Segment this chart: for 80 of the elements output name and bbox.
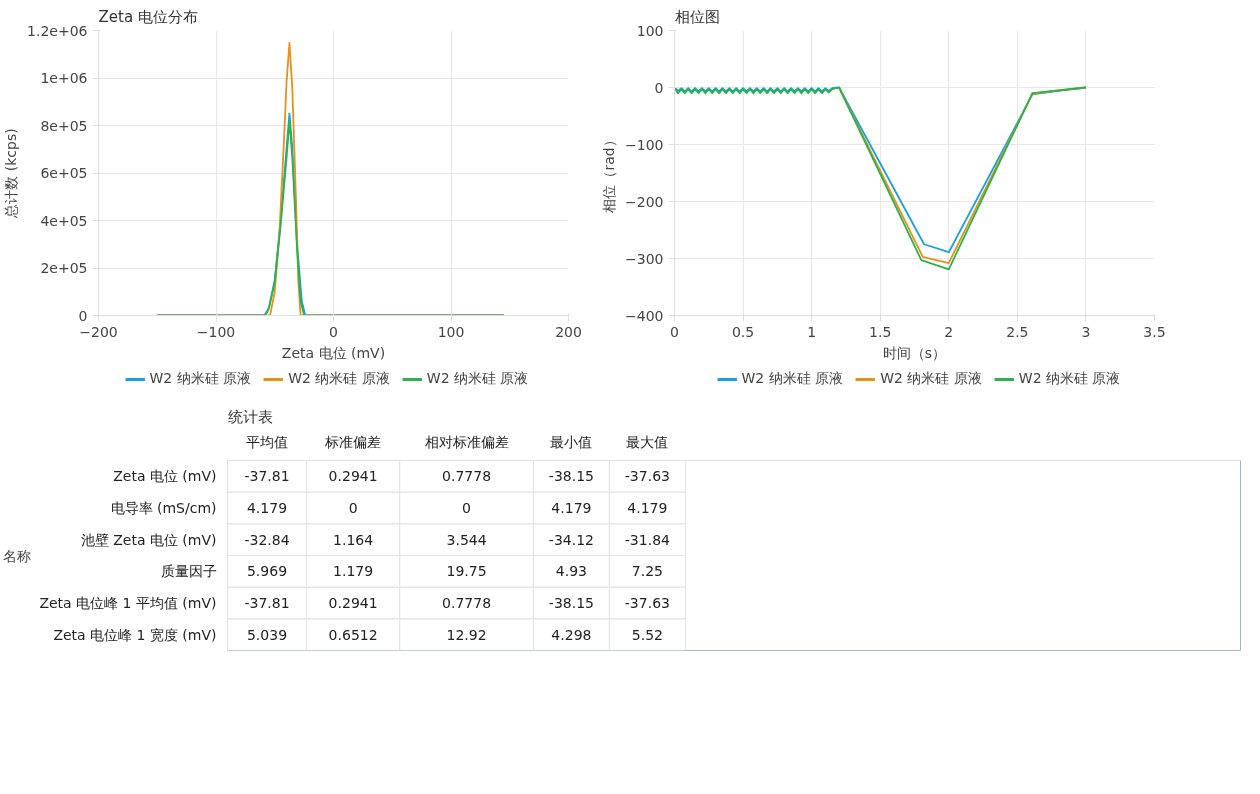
y-tick-label: −400 (625, 307, 664, 324)
x-axis-title: Zeta 电位 (mV) (281, 344, 386, 361)
data-label: 3.544 (446, 531, 487, 548)
data-label: 0.2941 (328, 595, 378, 611)
y-tick-label: Zeta 电位 (mV) (113, 468, 217, 485)
x-tick-label: 0.5 (731, 323, 755, 340)
data-label: -37.63 (624, 595, 670, 611)
chart-title: 统计表 (227, 407, 273, 426)
data-label: 1.164 (333, 531, 374, 548)
y-tick-label: −100 (625, 136, 664, 153)
data-label: -37.81 (244, 595, 290, 611)
y-tick-label: 质量因子 (160, 563, 217, 580)
data-label: -37.81 (244, 468, 290, 485)
y-tick-label: 100 (636, 22, 664, 39)
data-label: 19.75 (446, 563, 487, 580)
data-label: 5.039 (246, 626, 288, 643)
x-tick-label: 3.5 (1143, 323, 1166, 340)
data-label: 0 (348, 500, 358, 516)
data-label: 5.969 (246, 563, 288, 580)
y-tick-label: Zeta 电位峰 1 宽度 (mV) (53, 626, 217, 643)
x-tick-label: 3 (1081, 323, 1091, 340)
data-label: 0.7778 (442, 595, 492, 611)
chart-title: 相位图 (674, 7, 720, 26)
data-label: 0.7778 (442, 468, 492, 485)
data-label: 12.92 (446, 626, 487, 643)
y-tick-label: 1.2e+06 (27, 22, 88, 39)
data-label: 7.25 (631, 563, 663, 580)
x-tick-label: 1 (807, 323, 817, 340)
data-label: 4.179 (627, 500, 668, 516)
legend-label: W2 纳米硅 原液 (149, 370, 252, 388)
x-tick-label: 2.5 (1006, 323, 1029, 340)
x-tick-label: 2 (944, 323, 954, 340)
x-tick-label: 0 (329, 323, 338, 340)
data-label: 5.52 (631, 626, 663, 643)
data-label: -38.15 (548, 468, 594, 485)
legend-label: W2 纳米硅 原液 (880, 370, 982, 388)
data-label: 4.298 (551, 626, 592, 643)
chart-title: Zeta 电位分布 (98, 7, 198, 26)
data-label: 1.179 (333, 563, 374, 580)
x-tick-label: 最小值 (550, 433, 593, 450)
y-tick-label: 0 (654, 79, 664, 96)
x-tick-label: 平均值 (246, 433, 289, 450)
legend-label: W2 纳米硅 原液 (1018, 370, 1121, 388)
data-label: 4.179 (551, 500, 592, 516)
y-tick-label: 0 (78, 307, 88, 324)
data-label: -31.84 (624, 531, 671, 548)
y-axis-title: 名称 (3, 547, 32, 564)
x-tick-label: 0 (670, 323, 679, 340)
x-tick-label: 相对标准偏差 (424, 433, 509, 450)
legend-label: W2 纳米硅 原液 (741, 370, 844, 388)
y-tick-label: 池壁 Zeta 电位 (mV) (80, 531, 217, 548)
data-label: -37.63 (624, 468, 670, 485)
x-tick-label: 100 (437, 323, 465, 340)
x-axis-title: 时间（s） (882, 344, 947, 361)
y-tick-label: Zeta 电位峰 1 平均值 (mV) (39, 595, 217, 611)
x-tick-label: −100 (196, 323, 236, 340)
y-tick-label: −300 (625, 250, 664, 267)
legend-label: W2 纳米硅 原液 (426, 370, 529, 388)
x-tick-label: 最大值 (626, 433, 669, 450)
y-tick-label: 4e+05 (40, 212, 88, 229)
x-tick-label: 1.5 (869, 323, 892, 340)
y-tick-label: 6e+05 (40, 165, 88, 181)
data-label: -32.84 (244, 531, 290, 548)
legend-label: W2 纳米硅 原液 (288, 370, 390, 388)
x-tick-label: 标准偏差 (324, 433, 382, 450)
data-label: -34.12 (548, 531, 594, 548)
data-label: 4.179 (246, 500, 288, 516)
data-label: -38.15 (548, 595, 594, 611)
y-tick-label: 电导率 (mS/cm) (110, 500, 217, 516)
data-label: 0.6512 (328, 626, 378, 643)
data-label: 4.93 (555, 563, 587, 580)
y-tick-label: 8e+05 (40, 117, 88, 134)
y-tick-label: 2e+05 (40, 260, 88, 276)
data-label: 0.2941 (328, 468, 378, 485)
y-axis-title: 相位（rad） (601, 133, 618, 213)
data-label: 0 (462, 500, 472, 516)
x-tick-label: 200 (555, 323, 582, 340)
y-axis-title: 总计数 (kcps) (3, 128, 20, 219)
y-tick-label: −200 (625, 193, 664, 210)
y-tick-label: 1e+06 (40, 70, 88, 86)
